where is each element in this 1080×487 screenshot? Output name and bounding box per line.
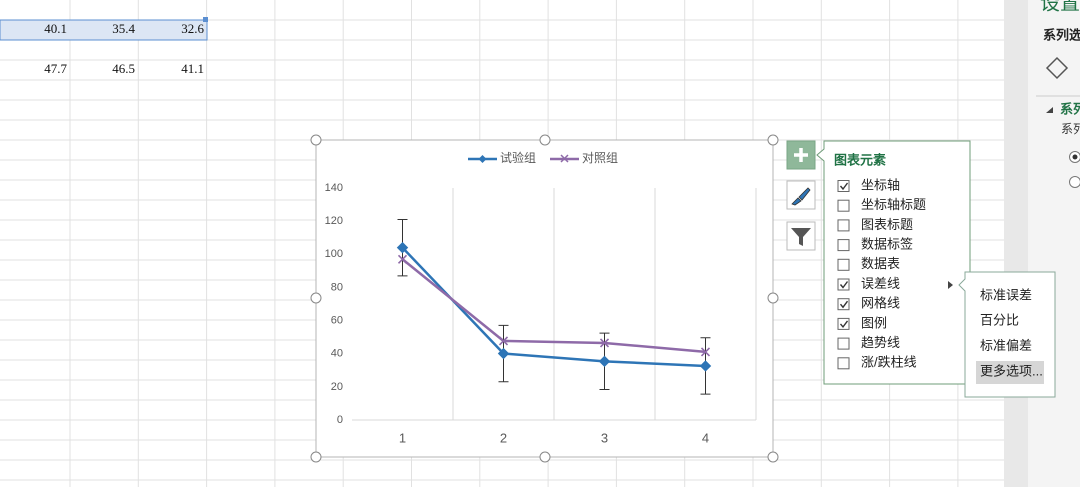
legend-symbol xyxy=(560,154,569,163)
chart-elements-popup xyxy=(816,140,971,385)
checkbox[interactable] xyxy=(837,298,850,311)
checkbox[interactable] xyxy=(837,239,850,252)
element-label[interactable]: 网格线 xyxy=(861,296,900,311)
checkbox[interactable] xyxy=(837,337,850,350)
checkmark xyxy=(839,281,849,289)
legend-label[interactable]: 试验组 xyxy=(500,150,536,165)
marker xyxy=(599,338,610,348)
panel-splitter xyxy=(1004,0,1028,487)
y-tick-label: 140 xyxy=(325,182,343,194)
marker xyxy=(497,347,510,360)
series-line xyxy=(401,258,706,354)
element-label[interactable]: 坐标轴标题 xyxy=(861,197,926,212)
cell-value[interactable]: 46.5 xyxy=(112,61,135,76)
selected-range[interactable] xyxy=(0,19,208,41)
marker xyxy=(498,336,509,346)
y-tick-label: 0 xyxy=(337,414,343,426)
resize-handle[interactable] xyxy=(767,134,779,146)
checkbox[interactable] xyxy=(837,278,850,291)
element-label[interactable]: 图例 xyxy=(861,315,887,330)
sheet-cells: 40.1 35.4 32.6 47.7 46.5 41.1 xyxy=(44,21,204,76)
marker xyxy=(699,360,712,372)
resize-handle[interactable] xyxy=(310,451,322,463)
checkmark xyxy=(839,300,849,309)
element-label[interactable]: 数据标签 xyxy=(861,237,913,252)
element-label[interactable]: 数据表 xyxy=(861,256,900,271)
element-label[interactable]: 图表标题 xyxy=(861,217,913,232)
menu-item[interactable]: 标准偏差 xyxy=(980,338,1032,353)
legend-symbol xyxy=(478,155,487,163)
x-tick-label: 2 xyxy=(500,430,507,445)
resize-handle[interactable] xyxy=(310,134,322,146)
resize-handle[interactable] xyxy=(767,451,779,463)
menu-item[interactable]: 更多选项... xyxy=(980,363,1043,378)
panel-group[interactable]: 系列 xyxy=(1060,101,1080,116)
resize-handle[interactable] xyxy=(310,292,322,304)
marker xyxy=(397,254,408,264)
checkmark xyxy=(839,182,849,191)
marker xyxy=(700,347,711,357)
cell-value[interactable]: 40.1 xyxy=(44,21,67,36)
resize-handle[interactable] xyxy=(539,134,551,146)
legend-marker xyxy=(560,154,569,163)
checkbox[interactable] xyxy=(837,199,850,212)
resize-handle[interactable] xyxy=(767,292,779,304)
marker xyxy=(598,355,611,368)
resize-handle[interactable] xyxy=(539,451,551,463)
cell-value[interactable]: 32.6 xyxy=(181,21,204,36)
cell-value[interactable]: 41.1 xyxy=(181,61,204,76)
panel-title: 设置 xyxy=(1040,0,1080,14)
radio-dot xyxy=(1072,154,1078,160)
x-tick-label: 4 xyxy=(702,430,709,445)
element-label[interactable]: 误差线 xyxy=(861,276,900,291)
error-bar-options: 标准误差百分比标准偏差更多选项... xyxy=(980,287,1043,378)
checkbox[interactable] xyxy=(837,258,850,271)
cell-value[interactable]: 47.7 xyxy=(44,61,67,76)
checkbox[interactable] xyxy=(837,317,850,330)
plus-icon xyxy=(794,148,808,162)
panel-label: 系列 xyxy=(1061,122,1080,136)
x-tick-label: 1 xyxy=(399,430,406,445)
checkbox[interactable] xyxy=(837,219,850,232)
x-tick-label: 3 xyxy=(601,430,608,445)
y-tick-label: 80 xyxy=(331,281,343,293)
menu-item[interactable]: 标准误差 xyxy=(980,287,1032,302)
checkbox[interactable] xyxy=(837,357,850,370)
element-label[interactable]: 坐标轴 xyxy=(861,177,900,192)
y-tick-label: 60 xyxy=(331,314,343,326)
menu-highlight xyxy=(976,361,1044,384)
selection-handle[interactable] xyxy=(203,17,208,22)
chart-handles xyxy=(310,134,779,463)
y-tick-label: 100 xyxy=(325,248,343,260)
submenu-arrow[interactable] xyxy=(948,281,953,289)
radio-button[interactable] xyxy=(1069,176,1080,188)
element-label[interactable]: 涨/跌柱线 xyxy=(861,355,917,370)
cell-value[interactable]: 35.4 xyxy=(112,21,135,36)
collapse-arrow[interactable] xyxy=(1046,107,1053,113)
chart-elements-button[interactable] xyxy=(786,140,816,170)
menu-item[interactable]: 百分比 xyxy=(980,313,1019,328)
y-tick-label: 20 xyxy=(331,381,343,393)
side-panel xyxy=(1028,0,1080,487)
chart: 0 20 40 60 80 100 120 140 1 2 3 4 试验组 对照组 xyxy=(325,150,757,445)
fill-icon[interactable] xyxy=(1045,56,1069,80)
chart-area[interactable] xyxy=(315,139,774,458)
y-tick-label: 120 xyxy=(325,215,343,227)
y-tick-label: 40 xyxy=(331,348,343,360)
legend-label[interactable]: 对照组 xyxy=(582,151,618,165)
funnel-icon xyxy=(791,228,811,246)
marker xyxy=(396,241,409,254)
checkmark xyxy=(839,320,849,329)
legend-marker xyxy=(478,155,487,163)
element-label[interactable]: 趋势线 xyxy=(861,335,900,350)
brush-icon xyxy=(791,187,811,206)
popup-title: 图表元素 xyxy=(834,152,886,167)
panel-section[interactable]: 系列选 xyxy=(1043,27,1080,42)
checkbox[interactable] xyxy=(837,180,850,192)
